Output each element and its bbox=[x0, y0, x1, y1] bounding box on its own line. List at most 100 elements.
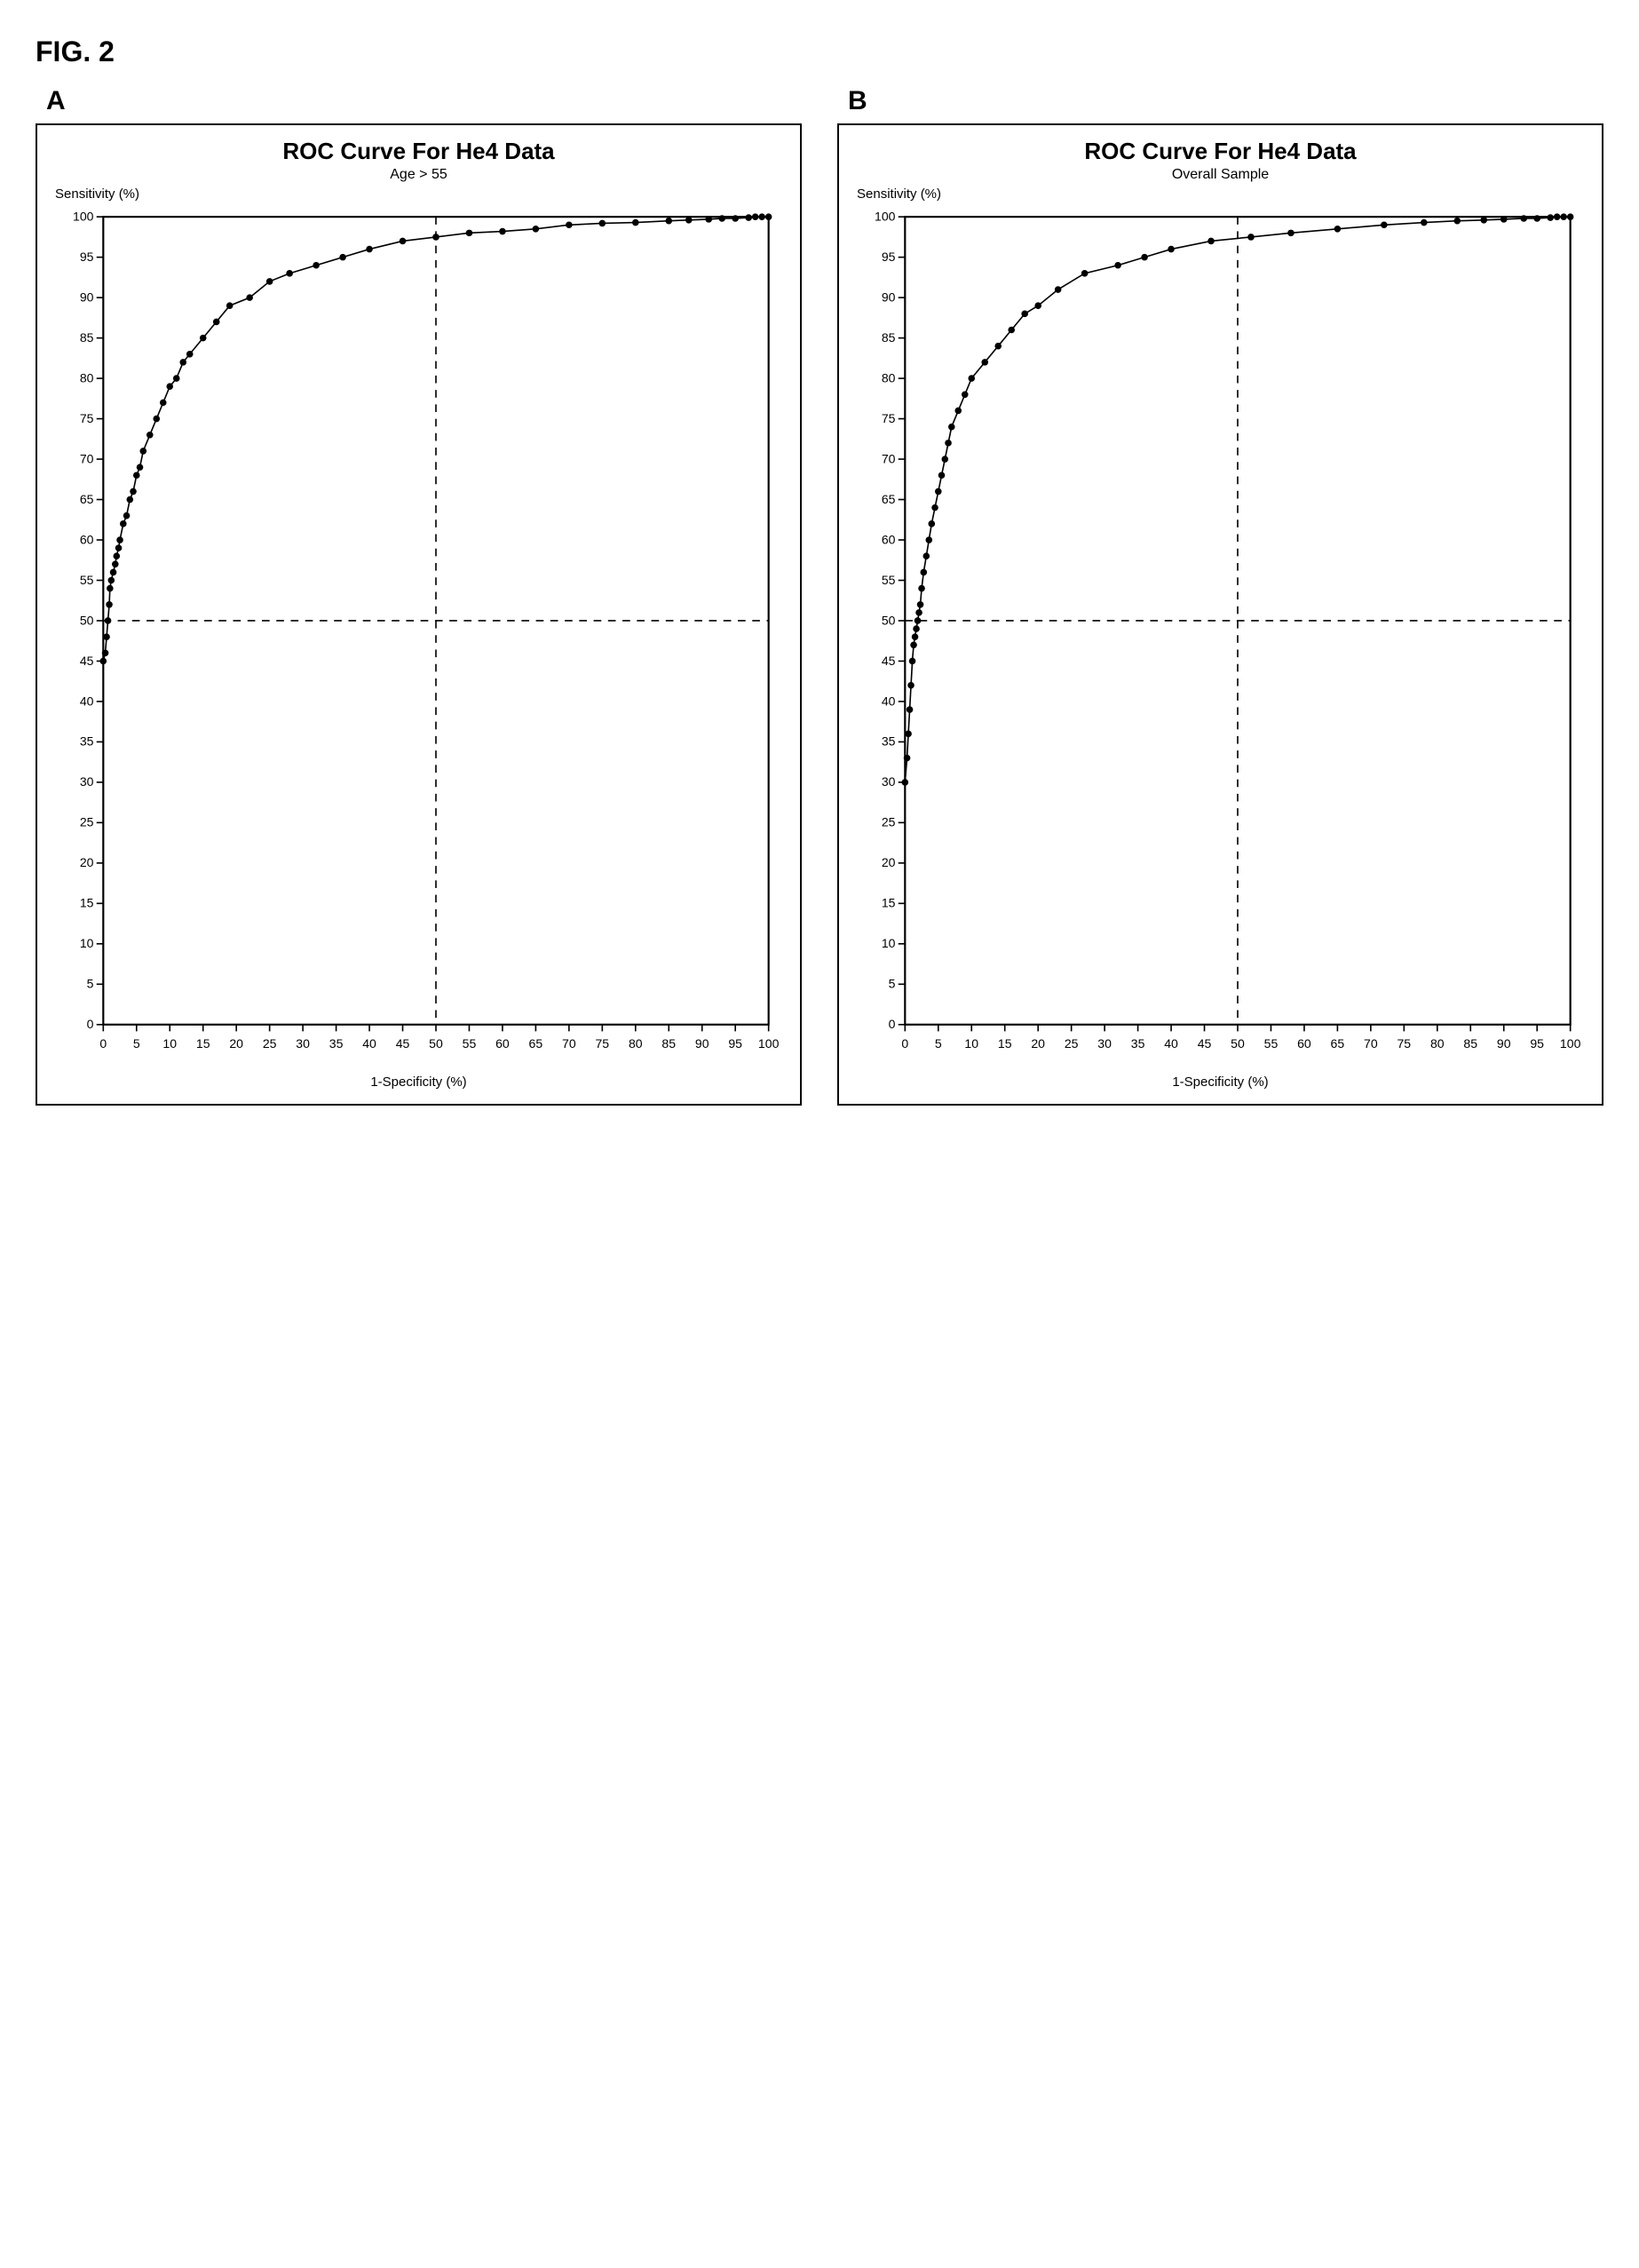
panel-b-title: ROC Curve For He4 Data bbox=[855, 138, 1586, 165]
svg-text:60: 60 bbox=[882, 532, 896, 546]
figure-title: FIG. 2 bbox=[36, 36, 1603, 68]
svg-text:5: 5 bbox=[133, 1036, 140, 1051]
svg-text:45: 45 bbox=[882, 654, 896, 668]
svg-text:10: 10 bbox=[80, 936, 94, 950]
svg-text:65: 65 bbox=[80, 492, 94, 506]
svg-text:70: 70 bbox=[80, 451, 94, 465]
svg-text:30: 30 bbox=[1097, 1036, 1112, 1051]
panel-a: ROC Curve For He4 Data Age > 55 Sensitiv… bbox=[36, 123, 802, 1106]
svg-text:65: 65 bbox=[882, 492, 896, 506]
svg-text:90: 90 bbox=[1497, 1036, 1511, 1051]
svg-text:100: 100 bbox=[73, 209, 94, 223]
svg-text:5: 5 bbox=[889, 977, 896, 991]
panel-a-chart: 0510152025303540455055606570758085909510… bbox=[53, 203, 784, 1069]
svg-text:35: 35 bbox=[1131, 1036, 1145, 1051]
svg-text:15: 15 bbox=[998, 1036, 1012, 1051]
svg-text:80: 80 bbox=[882, 370, 896, 385]
svg-text:15: 15 bbox=[882, 896, 896, 910]
svg-text:50: 50 bbox=[1231, 1036, 1245, 1051]
svg-text:65: 65 bbox=[529, 1036, 543, 1051]
panel-b-ylabel: Sensitivity (%) bbox=[857, 186, 1586, 202]
svg-text:55: 55 bbox=[1264, 1036, 1279, 1051]
svg-text:85: 85 bbox=[882, 330, 896, 345]
svg-text:30: 30 bbox=[296, 1036, 310, 1051]
panel-b-chart: 0510152025303540455055606570758085909510… bbox=[855, 203, 1586, 1069]
panel-a-title: ROC Curve For He4 Data bbox=[53, 138, 784, 165]
svg-text:100: 100 bbox=[1560, 1036, 1581, 1051]
svg-text:40: 40 bbox=[80, 694, 94, 708]
svg-text:95: 95 bbox=[1530, 1036, 1544, 1051]
svg-text:45: 45 bbox=[1198, 1036, 1212, 1051]
svg-text:10: 10 bbox=[964, 1036, 978, 1051]
svg-text:20: 20 bbox=[1031, 1036, 1045, 1051]
svg-text:60: 60 bbox=[1297, 1036, 1311, 1051]
svg-text:70: 70 bbox=[562, 1036, 576, 1051]
svg-text:85: 85 bbox=[80, 330, 94, 345]
panel-a-xlabel: 1-Specificity (%) bbox=[53, 1075, 784, 1090]
svg-text:75: 75 bbox=[1398, 1036, 1412, 1051]
svg-text:40: 40 bbox=[1164, 1036, 1178, 1051]
svg-text:0: 0 bbox=[99, 1036, 107, 1051]
panel-a-subtitle: Age > 55 bbox=[53, 167, 784, 183]
svg-text:60: 60 bbox=[80, 532, 94, 546]
svg-text:10: 10 bbox=[162, 1036, 177, 1051]
svg-text:95: 95 bbox=[882, 250, 896, 264]
svg-text:0: 0 bbox=[87, 1017, 94, 1031]
svg-text:5: 5 bbox=[935, 1036, 942, 1051]
panels-row: A ROC Curve For He4 Data Age > 55 Sensit… bbox=[36, 86, 1603, 1106]
svg-text:25: 25 bbox=[263, 1036, 277, 1051]
svg-text:15: 15 bbox=[196, 1036, 210, 1051]
panel-b-subtitle: Overall Sample bbox=[855, 167, 1586, 183]
svg-text:35: 35 bbox=[329, 1036, 344, 1051]
svg-text:80: 80 bbox=[1430, 1036, 1445, 1051]
svg-text:35: 35 bbox=[80, 734, 94, 749]
panel-b-letter: B bbox=[848, 86, 1603, 116]
svg-text:80: 80 bbox=[80, 370, 94, 385]
svg-text:50: 50 bbox=[882, 613, 896, 627]
svg-text:75: 75 bbox=[882, 411, 896, 425]
svg-text:20: 20 bbox=[229, 1036, 243, 1051]
svg-text:0: 0 bbox=[901, 1036, 908, 1051]
svg-text:55: 55 bbox=[80, 573, 94, 587]
svg-text:20: 20 bbox=[882, 855, 896, 869]
svg-text:55: 55 bbox=[882, 573, 896, 587]
svg-text:75: 75 bbox=[80, 411, 94, 425]
panel-a-ylabel: Sensitivity (%) bbox=[55, 186, 784, 202]
svg-text:10: 10 bbox=[882, 936, 896, 950]
panel-a-wrap: A ROC Curve For He4 Data Age > 55 Sensit… bbox=[36, 86, 802, 1106]
svg-text:90: 90 bbox=[695, 1036, 709, 1051]
svg-text:50: 50 bbox=[80, 613, 94, 627]
panel-b: ROC Curve For He4 Data Overall Sample Se… bbox=[837, 123, 1603, 1106]
svg-text:60: 60 bbox=[495, 1036, 510, 1051]
svg-text:95: 95 bbox=[80, 250, 94, 264]
svg-text:55: 55 bbox=[463, 1036, 477, 1051]
svg-text:85: 85 bbox=[661, 1036, 676, 1051]
svg-text:30: 30 bbox=[80, 774, 94, 789]
svg-text:75: 75 bbox=[596, 1036, 610, 1051]
svg-text:5: 5 bbox=[87, 977, 94, 991]
svg-text:85: 85 bbox=[1463, 1036, 1477, 1051]
svg-text:0: 0 bbox=[889, 1017, 896, 1031]
svg-text:45: 45 bbox=[396, 1036, 410, 1051]
svg-text:95: 95 bbox=[728, 1036, 742, 1051]
svg-text:20: 20 bbox=[80, 855, 94, 869]
svg-text:35: 35 bbox=[882, 734, 896, 749]
svg-text:100: 100 bbox=[758, 1036, 780, 1051]
svg-text:50: 50 bbox=[429, 1036, 443, 1051]
svg-text:45: 45 bbox=[80, 654, 94, 668]
svg-text:90: 90 bbox=[882, 289, 896, 304]
svg-text:40: 40 bbox=[882, 694, 896, 708]
svg-text:80: 80 bbox=[629, 1036, 643, 1051]
svg-text:90: 90 bbox=[80, 289, 94, 304]
svg-text:25: 25 bbox=[882, 815, 896, 829]
svg-text:65: 65 bbox=[1331, 1036, 1345, 1051]
panel-b-xlabel: 1-Specificity (%) bbox=[855, 1075, 1586, 1090]
svg-text:70: 70 bbox=[882, 451, 896, 465]
panel-a-letter: A bbox=[46, 86, 802, 116]
panel-b-wrap: B ROC Curve For He4 Data Overall Sample … bbox=[837, 86, 1603, 1106]
svg-text:40: 40 bbox=[362, 1036, 376, 1051]
svg-text:30: 30 bbox=[882, 774, 896, 789]
svg-text:15: 15 bbox=[80, 896, 94, 910]
svg-text:25: 25 bbox=[1065, 1036, 1079, 1051]
svg-text:100: 100 bbox=[875, 209, 896, 223]
